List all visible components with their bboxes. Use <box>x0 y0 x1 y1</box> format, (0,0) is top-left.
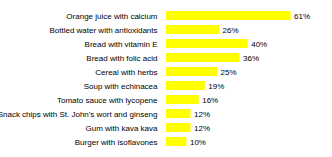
svg-text:12%: 12% <box>194 124 210 133</box>
svg-text:Cereal with herbs: Cereal with herbs <box>95 68 157 77</box>
svg-text:Burger with isoflavones: Burger with isoflavones <box>75 138 158 147</box>
svg-text:40%: 40% <box>251 40 267 49</box>
svg-text:Snack chips with St. John's wo: Snack chips with St. John's wort and gin… <box>0 110 158 119</box>
svg-text:26%: 26% <box>223 26 239 35</box>
svg-text:25%: 25% <box>221 68 237 77</box>
svg-text:10%: 10% <box>190 138 206 147</box>
svg-text:Bread with folic acid: Bread with folic acid <box>86 54 157 63</box>
svg-text:Soup with echinacea: Soup with echinacea <box>84 82 158 91</box>
svg-text:Bread with vitamin E: Bread with vitamin E <box>85 40 158 49</box>
svg-text:36%: 36% <box>243 54 259 63</box>
svg-text:Orange juice with calcium: Orange juice with calcium <box>66 12 157 21</box>
svg-text:Tomato sauce with lycopene: Tomato sauce with lycopene <box>57 96 158 105</box>
svg-text:Gum with kava kava: Gum with kava kava <box>85 124 158 133</box>
svg-text:19%: 19% <box>208 82 224 91</box>
svg-text:12%: 12% <box>194 110 210 119</box>
svg-text:16%: 16% <box>202 96 218 105</box>
svg-text:Bottled water with antioxidant: Bottled water with antioxidants <box>49 26 157 35</box>
svg-text:61%: 61% <box>294 12 310 21</box>
